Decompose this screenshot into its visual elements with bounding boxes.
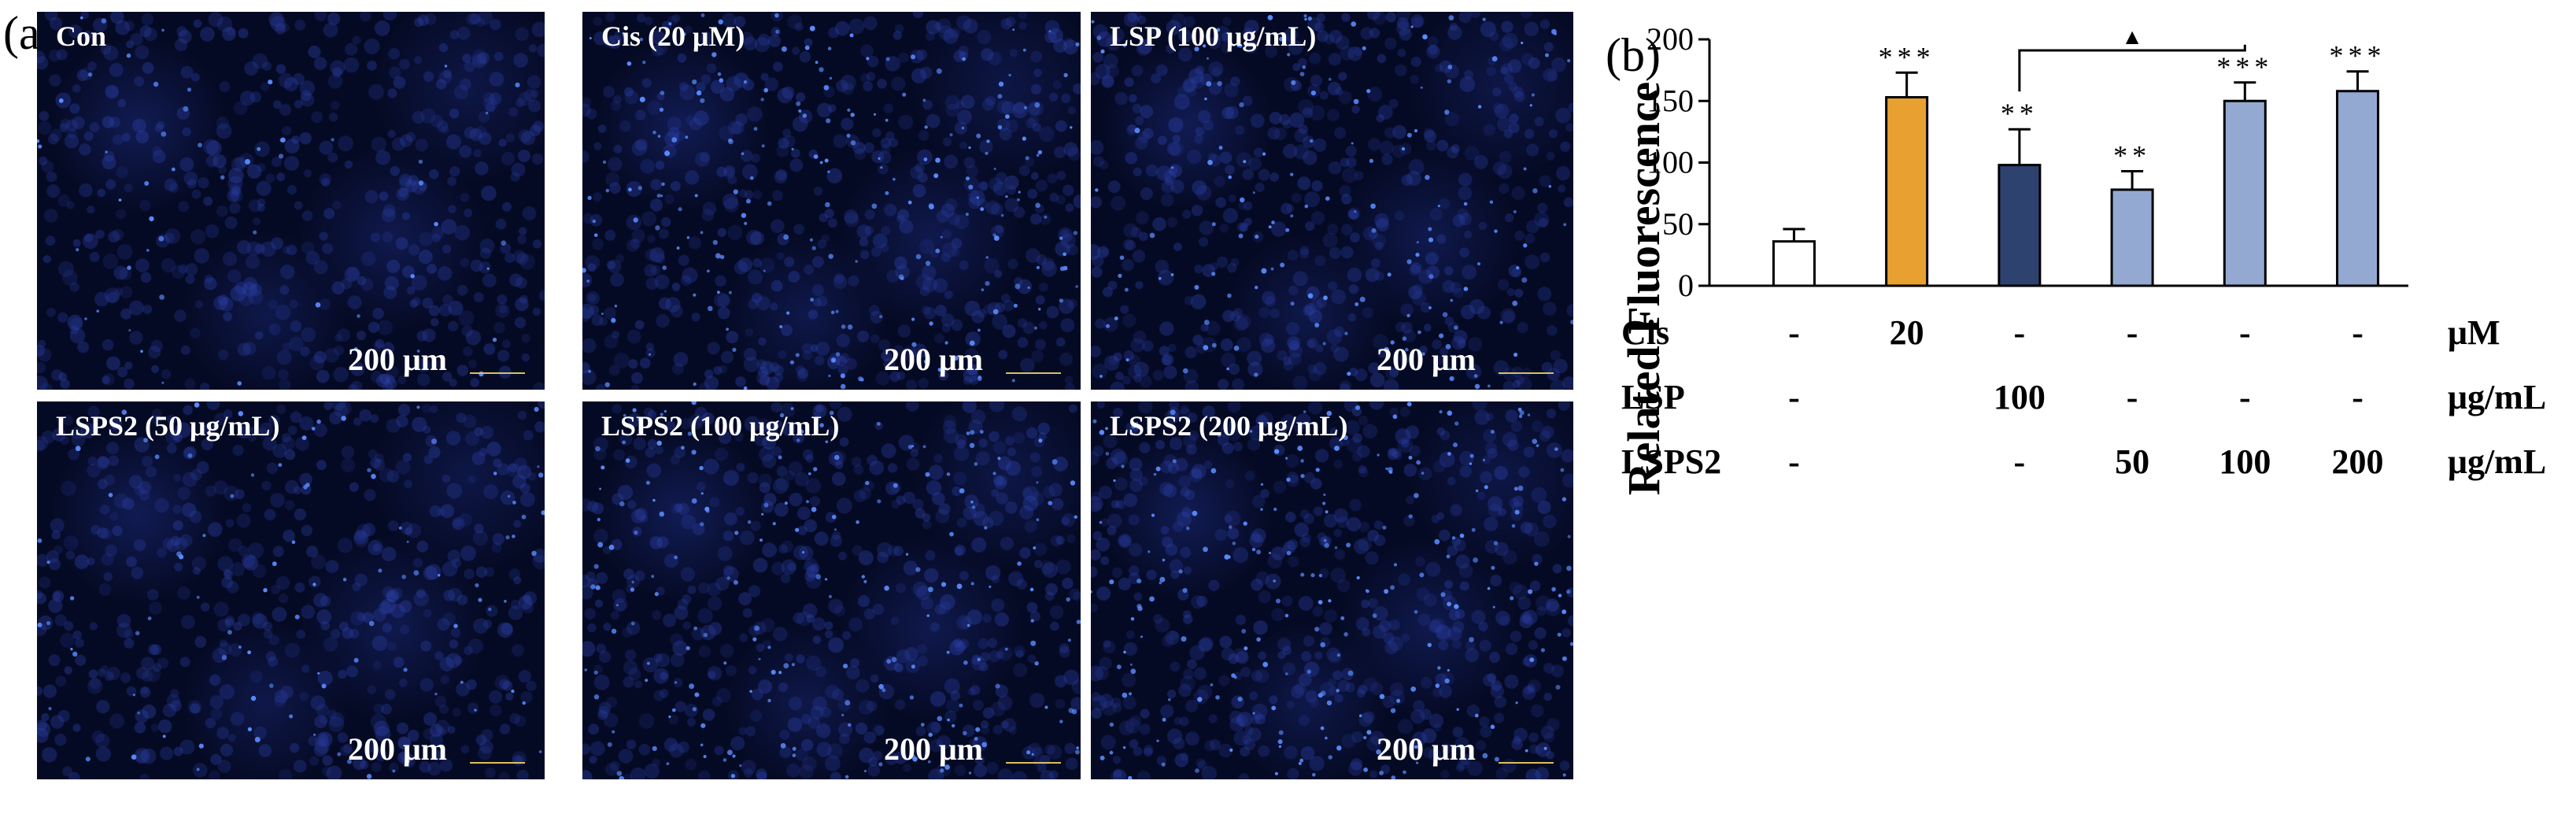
micrograph-caption: Cis (20 μM): [601, 20, 745, 52]
condition-cell: 100: [1994, 378, 2046, 416]
condition-cell: -: [2239, 313, 2251, 352]
condition-cell: 20: [1890, 313, 1924, 352]
condition-cell: -: [1788, 313, 1800, 352]
bar: [1772, 240, 1816, 287]
micrograph-caption: Con: [56, 20, 107, 52]
condition-cell: -: [2239, 378, 2251, 416]
y-tick-label: 150: [1646, 83, 1694, 118]
scale-label: 200 μm: [884, 342, 983, 377]
significance-label: ***: [1879, 41, 1935, 72]
scale-bar: [1006, 372, 1061, 374]
cell-field: [1091, 401, 1573, 779]
scale-bar: [470, 372, 525, 374]
condition-cell: -: [1788, 378, 1800, 416]
scale-bar: [1499, 762, 1554, 764]
condition-row-name: Cis: [1621, 313, 1669, 352]
micrograph-lsp: LSP (100 μg/mL) 200 μm: [1091, 12, 1573, 390]
cell-field: [582, 12, 1081, 390]
scale-bar: [470, 762, 525, 764]
condition-cell: 100: [2219, 442, 2271, 481]
condition-cell: -: [2014, 313, 2026, 352]
condition-row-name: LSP: [1621, 378, 1685, 416]
micrograph-lsps2-100: LSPS2 (100 μg/mL) 200 μm: [582, 401, 1081, 779]
condition-unit: μg/mL: [2448, 378, 2546, 416]
micrograph-caption: LSPS2 (100 μg/mL): [601, 410, 840, 442]
micrograph-caption: LSPS2 (50 μg/mL): [56, 410, 280, 442]
condition-cell: 200: [2332, 442, 2384, 481]
scale-bar: [1006, 762, 1061, 764]
micrograph-cis: Cis (20 μM) 200 μm: [582, 12, 1081, 390]
bar: [2223, 99, 2267, 287]
cell-field: [582, 401, 1081, 779]
cell-field: [37, 401, 545, 779]
condition-cell: -: [2352, 378, 2363, 416]
cell-field: [1091, 12, 1573, 390]
condition-cell: 50: [2115, 442, 2149, 481]
scale-label: 200 μm: [348, 731, 447, 767]
micrograph-con: Con 200 μm: [37, 12, 545, 390]
significance-bracket: [2018, 44, 2246, 92]
bar: [1998, 164, 2042, 287]
significance-label: ***: [2330, 40, 2386, 72]
micrograph-lsps2-50: LSPS2 (50 μg/mL) 200 μm: [37, 401, 545, 779]
scale-bar: [1499, 372, 1554, 374]
bar: [2336, 90, 2380, 287]
micrograph-caption: LSP (100 μg/mL): [1110, 20, 1317, 52]
micrograph-lsps2-200: LSPS2 (200 μg/mL) 200 μm: [1091, 401, 1573, 779]
condition-cell: -: [2352, 313, 2363, 352]
bar: [1885, 96, 1929, 287]
significance-label: **: [2113, 139, 2151, 171]
y-tick-label: 0: [1678, 268, 1694, 303]
condition-cell: -: [2127, 313, 2138, 352]
significance-label: ***: [2216, 51, 2273, 83]
cell-field: [37, 12, 545, 390]
condition-cell: -: [1788, 442, 1800, 481]
condition-cell: -: [2014, 442, 2026, 481]
scale-label: 200 μm: [884, 731, 983, 767]
condition-unit: μM: [2448, 313, 2500, 352]
condition-row-name: LSPS2: [1621, 442, 1721, 481]
significance-label: **: [2001, 98, 2038, 129]
bracket-symbol: ▲: [2121, 25, 2143, 50]
scale-label: 200 μm: [1377, 342, 1476, 377]
micrograph-caption: LSPS2 (200 μg/mL): [1110, 410, 1348, 442]
scale-label: 200 μm: [1377, 731, 1476, 767]
condition-cell: -: [2127, 378, 2138, 416]
condition-unit: μg/mL: [2448, 442, 2546, 481]
bar: [2110, 188, 2154, 287]
scale-label: 200 μm: [348, 342, 447, 377]
y-axis-label: Related Fluorescence: [1618, 82, 1669, 496]
y-tick-label: 100: [1646, 145, 1694, 180]
y-tick-label: 200: [1646, 24, 1694, 57]
panel-label-b: (b): [1606, 29, 1661, 81]
y-tick-label: 50: [1662, 206, 1694, 242]
